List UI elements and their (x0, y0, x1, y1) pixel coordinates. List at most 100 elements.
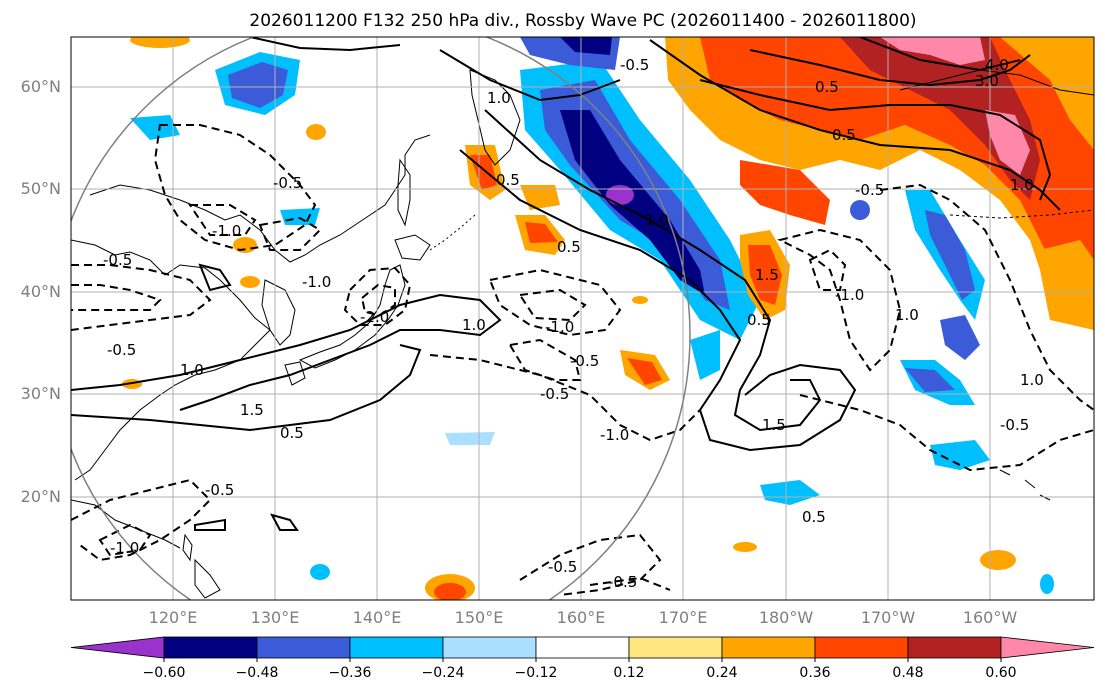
contour-label: -0.5 (548, 558, 577, 576)
blue-sub5 (310, 564, 330, 580)
contour-solid-3 (459, 149, 857, 452)
lon-label: 140°E (353, 608, 402, 627)
contour-label: 1.0 (180, 361, 204, 379)
blue-east-3-inner (905, 368, 955, 392)
contour-label: 0.5 (557, 238, 581, 256)
contour-dash-2 (188, 204, 257, 236)
contour-label: -0.5 (103, 251, 132, 269)
warm-sub3 (733, 542, 757, 552)
lat-label: 50°N (21, 179, 61, 198)
philippines (194, 558, 221, 599)
warm-sw3 (520, 185, 560, 210)
china-coast-south (71, 499, 181, 549)
contour-label: 0.5 (832, 126, 856, 144)
contour-dash-1 (153, 124, 317, 252)
contour-dash-19 (589, 576, 671, 591)
contour-label: 1.5 (240, 401, 264, 419)
blue-nw-inner (228, 62, 288, 108)
contour-label: -1.0 (835, 286, 864, 304)
blue-sub1 (445, 432, 495, 445)
contour-label: -1.0 (212, 222, 241, 240)
contour-dash-10 (429, 354, 701, 442)
colorbar-swatch (907, 636, 1002, 659)
warm-sub1-inner (434, 583, 466, 600)
warm-mid (740, 160, 830, 225)
colorbar-swatch (721, 636, 816, 659)
contour-label: -0.5 (855, 181, 884, 199)
map-frame (70, 36, 1095, 601)
contour-label: -0.5 (273, 174, 302, 192)
contour-solid-4 (484, 109, 822, 432)
contour-dash-5 (71, 284, 162, 311)
contour-solid-13 (194, 518, 226, 531)
blue-sub7 (850, 200, 870, 220)
contour-dash-18 (519, 533, 662, 596)
contour-label: 0.5 (747, 311, 771, 329)
warm-mid2-inner (627, 358, 662, 385)
blue-band-core (560, 110, 705, 295)
blue-sub6 (1040, 574, 1054, 594)
contour-solid-7 (749, 49, 1031, 87)
negative-shading (130, 37, 1093, 594)
lon-label: 150°E (455, 608, 504, 627)
contour-label: -1.0 (545, 318, 574, 336)
contour-label: -1.0 (302, 273, 331, 291)
colorbar-swatch (1000, 636, 1095, 659)
contour-solid-5 (649, 39, 1061, 211)
blue-east-1-inner (925, 210, 975, 300)
contour-label: 4.0 (985, 56, 1009, 74)
lat-label: 60°N (21, 77, 61, 96)
contour-solid-9 (439, 49, 621, 102)
contour-solid-11 (198, 263, 232, 292)
lon-label: 170°E (659, 608, 708, 627)
blue-sub3 (280, 208, 320, 225)
contour-dash-17 (98, 523, 152, 557)
reference-circle (71, 37, 691, 600)
contour-dash-12 (777, 228, 902, 372)
blue-sub4 (690, 330, 720, 380)
colorbar-swatch (628, 636, 723, 659)
lon-label: 180°W (759, 608, 814, 627)
colorbar-tick-label: 0.12 (613, 665, 644, 681)
contour-label: -0.5 (620, 56, 649, 74)
purple-core (606, 185, 634, 205)
contour-label: 1.0 (1010, 176, 1034, 194)
colorbar-tick-label: 0.24 (706, 665, 737, 681)
contour-label: 1.0 (645, 211, 669, 229)
contour-solid-12 (270, 513, 299, 531)
contour-label: 1.5 (762, 416, 786, 434)
colorbar-tick-label: 0.60 (985, 665, 1016, 681)
gridlines (71, 37, 1094, 600)
contour-dash-3 (258, 216, 322, 251)
colorbar-tick-label: −0.60 (143, 665, 186, 681)
colorbar (70, 636, 1095, 659)
contour-label: 1.5 (755, 266, 779, 284)
contour-label: 1.0 (1020, 371, 1044, 389)
blue-se (930, 440, 990, 470)
colorbar-tick-label: −0.36 (329, 665, 372, 681)
aleutians (949, 209, 1094, 219)
sakhalin (397, 158, 411, 227)
lon-label: 120°E (149, 608, 198, 627)
longitude-labels: 120°E 130°E 140°E 150°E 160°E 170°E 180°… (149, 608, 1018, 627)
warm-sub6 (306, 124, 326, 140)
contour-label: 1.0 (462, 316, 486, 334)
colorbar-tick-label: 0.36 (799, 665, 830, 681)
warm-sub5 (240, 276, 260, 288)
contour-label: -2.0 (360, 308, 389, 326)
colorbar-swatch (163, 636, 258, 659)
contour-label: 0.5 (815, 78, 839, 96)
warm-sub8 (130, 37, 190, 48)
contour-dash-4 (71, 264, 212, 331)
kyushu (284, 361, 306, 386)
blue-top-core (560, 37, 612, 55)
contour-dash-8 (488, 268, 622, 337)
map-area: -0.5 1.0 0.5 0.5 -0.5 -1.0 -1.0 -2.0 1.0… (71, 37, 1094, 600)
contour-label: -1.0 (110, 539, 139, 557)
colorbar-tick-label: 0.48 (892, 665, 923, 681)
contour-dash-7 (360, 283, 396, 317)
lon-label: 130°E (251, 608, 300, 627)
negative-contours (71, 124, 1094, 596)
contour-label: -0.5 (107, 341, 136, 359)
positive-contours (71, 37, 1061, 531)
